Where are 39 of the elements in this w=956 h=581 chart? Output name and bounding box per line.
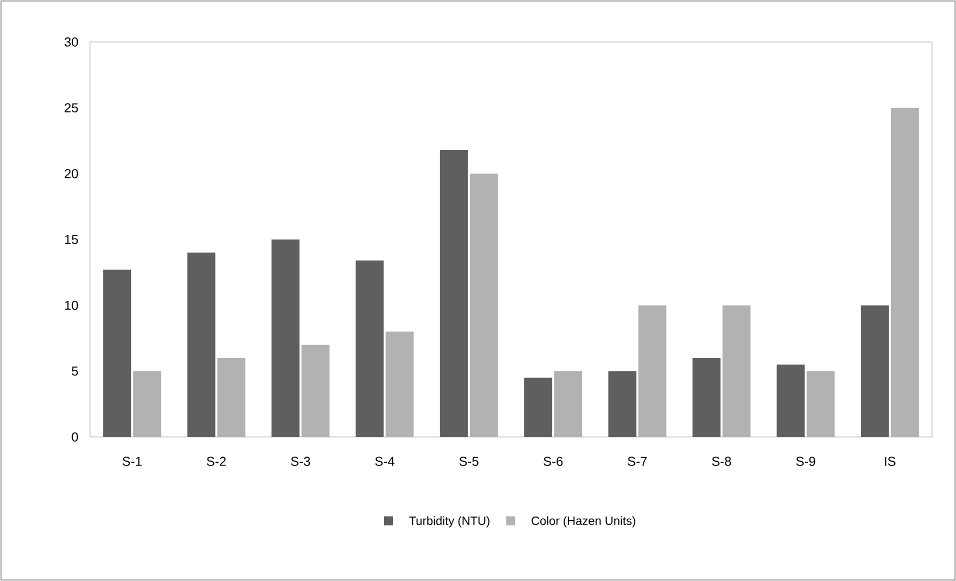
y-tick-label: 15 <box>65 234 78 244</box>
y-tick-label: 5 <box>72 366 78 376</box>
y-tick-label: 0 <box>72 432 78 442</box>
x-tick-label: S-7 <box>628 456 647 466</box>
bar <box>638 305 666 437</box>
bar <box>554 371 582 437</box>
bar <box>302 344 330 437</box>
y-tick-label: 30 <box>64 37 78 47</box>
bar <box>272 239 300 437</box>
bar <box>103 270 132 437</box>
bar <box>692 358 721 437</box>
x-tick-label: S-5 <box>459 456 478 466</box>
bar <box>524 378 552 437</box>
bar <box>217 358 246 437</box>
bar <box>890 108 919 437</box>
x-tick-label: S-2 <box>206 456 226 466</box>
y-tick-label: 25 <box>64 103 78 112</box>
bar <box>187 252 216 437</box>
bar <box>470 174 498 437</box>
bar <box>440 150 468 437</box>
y-tick-label: 10 <box>65 300 78 310</box>
bar <box>860 305 889 437</box>
y-tick-label: 20 <box>64 169 78 178</box>
bar <box>806 371 835 437</box>
x-tick-label: S-8 <box>712 456 732 466</box>
bar <box>776 364 805 437</box>
x-tick-label: IS <box>884 456 896 466</box>
x-tick-label: S-9 <box>796 456 816 466</box>
x-tick-label: S-1 <box>122 456 142 466</box>
bar <box>722 305 751 437</box>
bar <box>386 332 414 437</box>
x-tick-label: S-3 <box>291 456 310 466</box>
legend-label: Turbidity (NTU) <box>409 516 490 528</box>
bar <box>133 371 162 437</box>
bar <box>356 260 384 437</box>
bar <box>608 371 636 437</box>
x-tick-label: S-6 <box>544 456 563 466</box>
x-tick-label: S-4 <box>375 456 394 466</box>
legend-label: Color (Hazen Units) <box>532 516 636 528</box>
